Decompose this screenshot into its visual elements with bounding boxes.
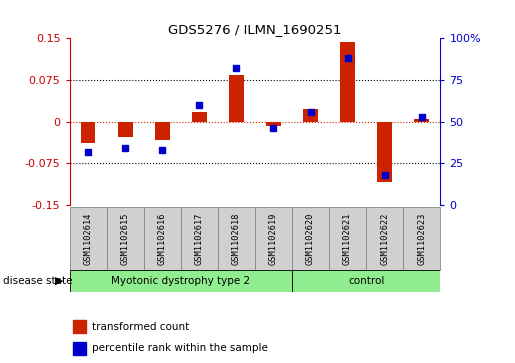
Text: percentile rank within the sample: percentile rank within the sample: [92, 343, 268, 353]
Bar: [192, 112, 207, 122]
Text: GSM1102622: GSM1102622: [380, 212, 389, 265]
Text: GSM1102617: GSM1102617: [195, 212, 204, 265]
Bar: [218, 207, 255, 270]
Bar: [403, 207, 440, 270]
Bar: [329, 207, 366, 270]
Text: transformed count: transformed count: [92, 322, 189, 332]
Bar: [415, 119, 429, 122]
Text: GSM1102615: GSM1102615: [121, 212, 130, 265]
Text: GSM1102619: GSM1102619: [269, 212, 278, 265]
Text: GSM1102618: GSM1102618: [232, 212, 241, 265]
Bar: [70, 270, 292, 292]
Bar: [73, 342, 86, 355]
Bar: [81, 122, 95, 143]
Bar: [266, 122, 281, 126]
Text: Myotonic dystrophy type 2: Myotonic dystrophy type 2: [111, 276, 250, 286]
Text: control: control: [348, 276, 384, 286]
Bar: [118, 122, 132, 137]
Bar: [70, 207, 107, 270]
Bar: [73, 321, 86, 333]
Bar: [144, 207, 181, 270]
Bar: [181, 207, 218, 270]
Text: GSM1102614: GSM1102614: [83, 212, 93, 265]
Bar: [229, 76, 244, 122]
Text: GSM1102623: GSM1102623: [417, 212, 426, 265]
Bar: [155, 122, 169, 140]
Bar: [292, 270, 440, 292]
Text: GSM1102616: GSM1102616: [158, 212, 167, 265]
Text: GSM1102620: GSM1102620: [306, 212, 315, 265]
Bar: [366, 207, 403, 270]
Bar: [292, 207, 329, 270]
Bar: [107, 207, 144, 270]
Text: ▶: ▶: [55, 276, 63, 286]
Bar: [255, 207, 292, 270]
Bar: [340, 42, 355, 122]
Bar: [377, 122, 392, 182]
Text: GSM1102621: GSM1102621: [343, 212, 352, 265]
Bar: [303, 109, 318, 122]
Title: GDS5276 / ILMN_1690251: GDS5276 / ILMN_1690251: [168, 23, 341, 36]
Text: disease state: disease state: [3, 276, 72, 286]
